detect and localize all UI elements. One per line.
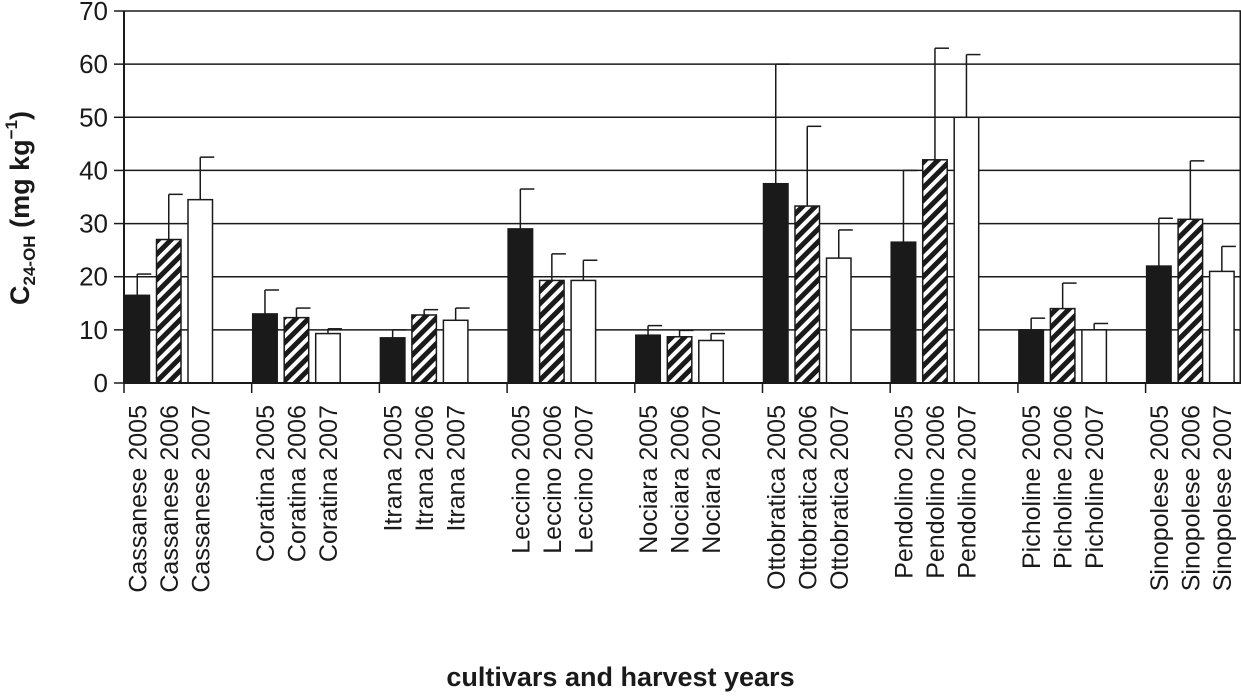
x-tick-label-leccino-2007: Leccino 2007 [570,405,598,554]
x-tick-label-itrana-2005: Itrana 2005 [380,405,408,531]
x-tick-label-cassanese-2005: Cassanese 2005 [124,405,152,593]
x-tick-label-sinopolese-2007: Sinopolese 2007 [1209,405,1237,591]
y-axis-title: C24-OH (mg kg−1) [2,111,39,305]
y-tick-label-50: 50 [79,102,108,132]
x-tick-label-ottobratica-2005: Ottobratica 2005 [763,405,791,590]
bar-ottobratica-2007 [825,257,852,384]
x-tick-label-pendolino-2007: Pendolino 2007 [953,405,981,579]
bar-itrana-2005 [379,337,406,384]
x-tick-label-coratina-2007: Coratina 2007 [315,405,343,562]
bar-nociara-2005 [635,334,662,384]
x-tick-label-nociara-2007: Nociara 2007 [698,405,726,554]
x-tick-label-sinopolese-2005: Sinopolese 2005 [1146,405,1174,591]
x-tick-label-pendolino-2005: Pendolino 2005 [890,405,918,579]
y-tick-label-0: 0 [94,368,108,398]
grid-lines [124,10,1241,383]
x-tick-label-pendolino-2006: Pendolino 2006 [922,405,950,579]
bar-sinopolese-2005 [1145,265,1172,384]
x-tick-label-nociara-2005: Nociara 2005 [635,405,663,554]
x-axis-title: cultivars and harvest years [446,662,795,692]
y-tick-label-40: 40 [79,155,108,185]
bar-leccino-2005 [507,228,534,384]
x-tick-label-leccino-2005: Leccino 2005 [507,405,535,554]
bar-leccino-2007 [570,279,597,384]
y-tick-label-20: 20 [79,262,108,292]
x-tick-label-itrana-2007: Itrana 2007 [443,405,471,531]
bar-pendolino-2007 [953,116,980,384]
bar-cassanese-2007 [187,198,214,384]
bar-leccino-2006 [538,279,565,384]
bar-pendolino-2005 [890,241,917,384]
error-bars [136,47,1236,341]
x-tick-label-cassanese-2006: Cassanese 2006 [156,405,184,593]
bar-cassanese-2005 [124,294,151,384]
y-tick-label-70: 70 [79,0,108,26]
bar-picholine-2007 [1081,329,1108,384]
x-tick-label-nociara-2006: Nociara 2006 [667,405,695,554]
bar-cassanese-2006 [155,238,182,384]
y-tick-label-60: 60 [79,49,108,79]
bars [124,116,1235,384]
axes [114,10,1241,393]
x-tick-label-sinopolese-2006: Sinopolese 2006 [1177,405,1205,591]
bar-sinopolese-2007 [1208,270,1235,384]
bar-coratina-2006 [283,316,310,384]
bar-coratina-2007 [314,332,341,384]
x-tick-label-picholine-2006: Picholine 2006 [1050,405,1078,569]
x-tick-label-coratina-2006: Coratina 2006 [283,405,311,562]
y-tick-label-30: 30 [79,209,108,239]
x-tick-label-picholine-2007: Picholine 2007 [1081,405,1109,569]
bar-ottobratica-2006 [794,205,821,384]
x-tick-label-picholine-2005: Picholine 2005 [1018,405,1046,569]
bar-itrana-2006 [411,314,438,384]
bar-coratina-2005 [251,313,278,384]
bar-picholine-2006 [1049,307,1076,384]
x-tick-label-coratina-2005: Coratina 2005 [252,405,280,562]
bar-nociara-2006 [666,336,693,384]
bar-pendolino-2006 [921,159,948,384]
x-tick-label-ottobratica-2007: Ottobratica 2007 [826,405,854,590]
x-tick-label-ottobratica-2006: Ottobratica 2006 [794,405,822,590]
bar-picholine-2005 [1018,329,1045,384]
x-tick-label-cassanese-2007: Cassanese 2007 [187,405,215,593]
x-tick-label-leccino-2006: Leccino 2006 [539,405,567,554]
bar-itrana-2007 [442,319,469,384]
bar-nociara-2007 [698,339,725,384]
bar-ottobratica-2005 [762,182,789,384]
x-tick-label-itrana-2006: Itrana 2006 [411,405,439,531]
bar-sinopolese-2006 [1177,218,1204,384]
y-tick-label-10: 10 [79,315,108,345]
